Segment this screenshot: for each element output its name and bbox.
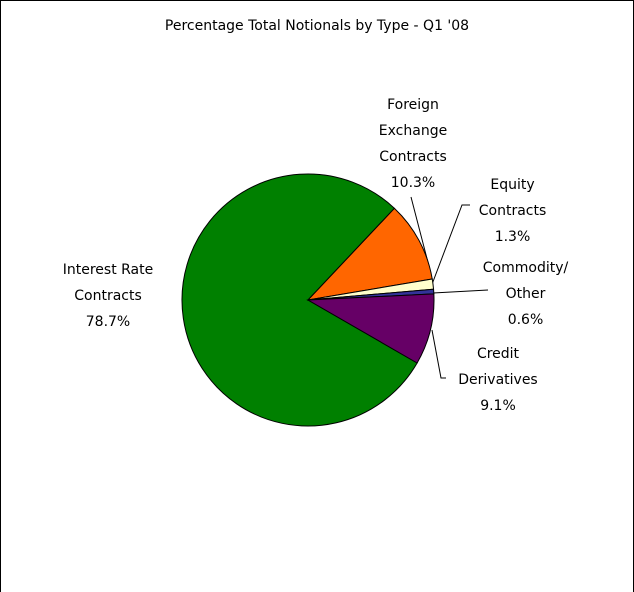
slice-name: Credit Derivatives [458, 346, 538, 388]
slice-value: 78.7% [85, 314, 131, 330]
slice-name: Equity Contracts [478, 177, 547, 219]
leader-line [431, 329, 446, 379]
slice-name: Foreign Exchange Contracts [378, 97, 448, 165]
slice-value: 10.3% [390, 175, 436, 191]
slice-label: Interest Rate Contracts 78.7% [48, 257, 168, 335]
chart-title: Percentage Total Notionals by Type - Q1 … [164, 18, 470, 34]
slice-label: Credit Derivatives 9.1% [450, 341, 546, 419]
slice-value: 0.6% [507, 312, 544, 328]
pie-slice [306, 293, 435, 364]
slice-value: 1.3% [494, 229, 531, 245]
slice-value: 9.1% [480, 398, 516, 414]
pie-slice [181, 173, 418, 427]
leader-line [432, 289, 489, 294]
slice-label: Foreign Exchange Contracts 10.3% [368, 92, 458, 196]
slice-label: Commodity/ Other 0.6% [478, 255, 573, 333]
slice-name: Commodity/ Other [482, 260, 569, 302]
slice-name: Interest Rate Contracts [62, 262, 154, 304]
pie-slice [306, 207, 433, 301]
slice-label: Equity Contracts 1.3% [470, 172, 555, 250]
leader-line [430, 204, 470, 288]
